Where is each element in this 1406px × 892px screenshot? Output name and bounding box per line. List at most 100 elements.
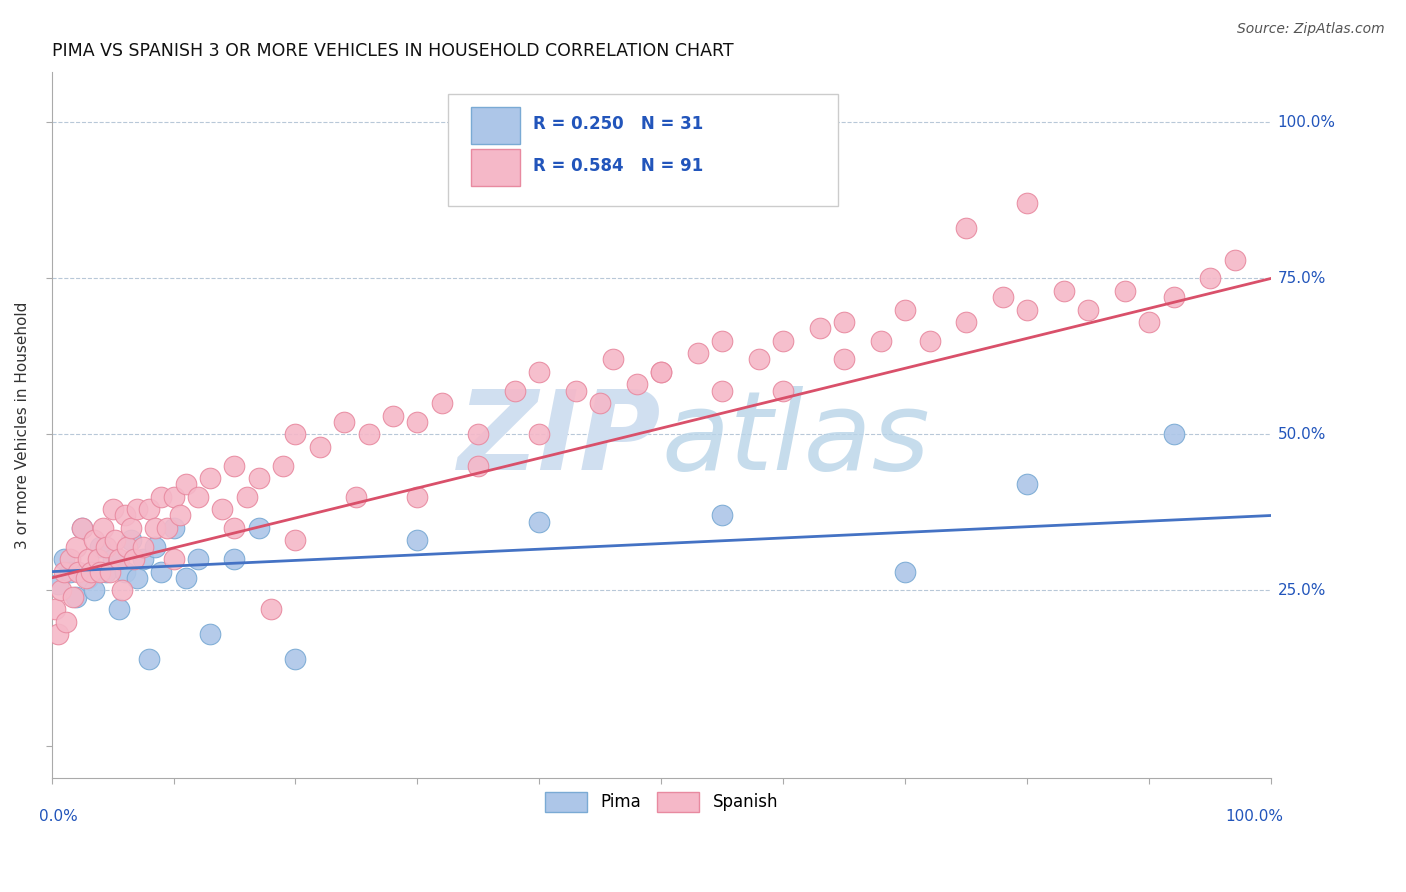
Spanish [467, 458, 489, 473]
Spanish [834, 352, 856, 367]
Spanish [132, 540, 155, 554]
Spanish [650, 365, 672, 379]
Spanish [87, 552, 110, 566]
Spanish [125, 502, 148, 516]
Spanish [406, 490, 429, 504]
Spanish [309, 440, 332, 454]
Pima [1017, 477, 1039, 491]
Spanish [62, 590, 84, 604]
Spanish [44, 602, 66, 616]
Text: 100.0%: 100.0% [1226, 809, 1284, 824]
Spanish [503, 384, 526, 398]
Spanish [198, 471, 221, 485]
Text: 100.0%: 100.0% [1278, 115, 1336, 130]
Spanish [114, 508, 136, 523]
Spanish [1137, 315, 1160, 329]
Spanish [65, 540, 87, 554]
Pima [224, 552, 246, 566]
Pima [65, 590, 87, 604]
Spanish [529, 427, 551, 442]
Pima [529, 515, 551, 529]
Spanish [150, 490, 173, 504]
Pima [174, 571, 197, 585]
Spanish [1017, 196, 1039, 211]
Pima [89, 540, 111, 554]
Spanish [357, 427, 380, 442]
Spanish [1053, 284, 1076, 298]
Spanish [52, 565, 75, 579]
Spanish [162, 490, 184, 504]
Spanish [918, 334, 941, 348]
Spanish [686, 346, 709, 360]
Pima [143, 540, 166, 554]
Spanish [120, 521, 142, 535]
Spanish [467, 427, 489, 442]
Spanish [174, 477, 197, 491]
Spanish [565, 384, 588, 398]
Spanish [235, 490, 257, 504]
Spanish [124, 552, 146, 566]
Spanish [284, 427, 307, 442]
Spanish [224, 521, 246, 535]
Pima [83, 583, 105, 598]
Pima [406, 533, 429, 548]
Text: Source: ZipAtlas.com: Source: ZipAtlas.com [1237, 22, 1385, 37]
Spanish [98, 565, 121, 579]
Spanish [115, 540, 138, 554]
Spanish [589, 396, 612, 410]
Spanish [101, 502, 124, 516]
Spanish [75, 571, 97, 585]
Spanish [271, 458, 294, 473]
Text: R = 0.250   N = 31: R = 0.250 N = 31 [533, 115, 703, 133]
Pima [894, 565, 917, 579]
Spanish [772, 384, 794, 398]
Pima [132, 552, 155, 566]
Spanish [1114, 284, 1136, 298]
Spanish [1163, 290, 1185, 304]
Spanish [79, 565, 101, 579]
FancyBboxPatch shape [471, 107, 520, 144]
Spanish [650, 365, 672, 379]
Spanish [1223, 252, 1246, 267]
Spanish [711, 334, 734, 348]
Text: atlas: atlas [661, 385, 929, 492]
Text: 50.0%: 50.0% [1278, 427, 1326, 442]
Spanish [626, 377, 648, 392]
Legend: Pima, Spanish: Pima, Spanish [538, 785, 785, 819]
Spanish [808, 321, 831, 335]
Pima [120, 533, 142, 548]
Spanish [107, 552, 129, 566]
Spanish [1017, 302, 1039, 317]
Spanish [346, 490, 368, 504]
Spanish [104, 533, 127, 548]
Spanish [162, 552, 184, 566]
Pima [284, 652, 307, 666]
Spanish [834, 315, 856, 329]
Spanish [70, 521, 93, 535]
Pima [107, 602, 129, 616]
Spanish [894, 302, 917, 317]
Pima [101, 552, 124, 566]
Text: PIMA VS SPANISH 3 OR MORE VEHICLES IN HOUSEHOLD CORRELATION CHART: PIMA VS SPANISH 3 OR MORE VEHICLES IN HO… [52, 42, 733, 60]
Spanish [955, 315, 977, 329]
Pima [247, 521, 270, 535]
Spanish [169, 508, 191, 523]
Text: 0.0%: 0.0% [39, 809, 79, 824]
Spanish [111, 583, 134, 598]
Pima [114, 565, 136, 579]
Spanish [430, 396, 453, 410]
Text: 75.0%: 75.0% [1278, 271, 1326, 285]
Spanish [711, 384, 734, 398]
Pima [52, 552, 75, 566]
Pima [46, 577, 69, 591]
Pima [96, 565, 118, 579]
Spanish [46, 627, 69, 641]
Spanish [748, 352, 770, 367]
Spanish [143, 521, 166, 535]
Pima [125, 571, 148, 585]
Pima [1163, 427, 1185, 442]
Pima [198, 627, 221, 641]
Spanish [772, 334, 794, 348]
Spanish [1077, 302, 1099, 317]
Spanish [83, 533, 105, 548]
